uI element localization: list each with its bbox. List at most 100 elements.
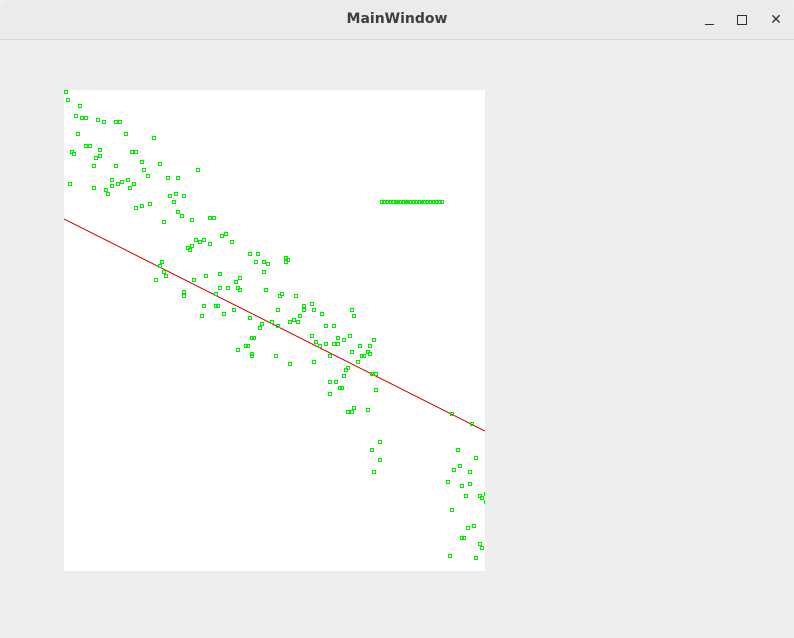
data-point (288, 320, 292, 324)
data-point (64, 90, 68, 94)
data-point (84, 116, 88, 120)
data-point (212, 216, 216, 220)
data-point (198, 240, 202, 244)
data-point (368, 344, 372, 348)
data-point (296, 320, 300, 324)
data-point (474, 556, 478, 560)
data-point (126, 178, 130, 182)
data-point (456, 448, 460, 452)
window-title: MainWindow (346, 11, 448, 27)
scatter-plot-canvas (64, 90, 485, 571)
data-point (346, 410, 350, 414)
data-point (450, 412, 454, 416)
data-point (328, 380, 332, 384)
data-point (370, 448, 374, 452)
data-point (114, 120, 118, 124)
data-point (468, 482, 472, 486)
data-point (484, 500, 485, 504)
data-point (378, 440, 382, 444)
data-point (372, 470, 376, 474)
data-point (288, 362, 292, 366)
minimize-icon (704, 23, 714, 25)
data-point (88, 144, 92, 148)
data-point (342, 374, 346, 378)
data-point (294, 294, 298, 298)
title-bar[interactable]: MainWindow ✕ (0, 0, 794, 40)
data-point (160, 260, 164, 264)
data-point (96, 118, 100, 122)
close-icon: ✕ (770, 12, 782, 28)
data-point (460, 484, 464, 488)
minimize-button[interactable] (699, 10, 719, 30)
data-point (134, 150, 138, 154)
data-point (348, 334, 352, 338)
data-point (134, 206, 138, 210)
data-point (208, 242, 212, 246)
data-point (338, 386, 342, 390)
data-point (132, 182, 136, 186)
data-point (276, 324, 280, 328)
data-point (344, 368, 348, 372)
close-button[interactable]: ✕ (766, 10, 786, 30)
data-point (332, 324, 336, 328)
data-point (318, 344, 322, 348)
data-point (332, 342, 336, 346)
data-point (192, 278, 196, 282)
data-point (238, 276, 242, 280)
data-point (74, 114, 78, 118)
data-point (298, 314, 302, 318)
data-point (336, 336, 340, 340)
data-point (130, 150, 134, 154)
data-point (468, 470, 472, 474)
maximize-button[interactable] (732, 10, 752, 30)
data-point (214, 292, 218, 296)
data-point (222, 312, 226, 316)
regression-line (64, 218, 485, 432)
data-point (218, 272, 222, 276)
data-point (452, 468, 456, 472)
data-point (190, 218, 194, 222)
data-point (350, 308, 354, 312)
data-point (312, 360, 316, 364)
data-point (480, 496, 484, 500)
data-point (148, 202, 152, 206)
data-point (168, 194, 172, 198)
data-point (480, 546, 484, 550)
data-point (302, 304, 306, 308)
data-point (172, 200, 176, 204)
data-point (140, 160, 144, 164)
data-point (470, 422, 474, 426)
data-point (202, 304, 206, 308)
data-point (104, 188, 108, 192)
data-point (280, 292, 284, 296)
data-point (440, 200, 444, 204)
data-point (368, 352, 372, 356)
data-point (252, 336, 256, 340)
data-point (370, 372, 374, 376)
data-point (236, 348, 240, 352)
data-point (182, 194, 186, 198)
data-point (414, 200, 418, 204)
data-point (472, 524, 476, 528)
data-point (254, 260, 258, 264)
data-point (230, 240, 234, 244)
data-point (264, 288, 268, 292)
data-point (324, 324, 328, 328)
data-point (328, 392, 332, 396)
data-point (350, 410, 354, 414)
data-point (226, 286, 230, 290)
data-point (256, 252, 260, 256)
data-point (72, 152, 76, 156)
data-point (94, 156, 98, 160)
data-point (92, 164, 96, 168)
data-point (190, 244, 194, 248)
data-point (366, 408, 370, 412)
data-point (200, 314, 204, 318)
data-point (248, 252, 252, 256)
data-point (80, 116, 84, 120)
data-point (258, 326, 262, 330)
data-point (372, 338, 376, 342)
data-point (320, 312, 324, 316)
data-point (162, 220, 166, 224)
data-point (202, 238, 206, 242)
